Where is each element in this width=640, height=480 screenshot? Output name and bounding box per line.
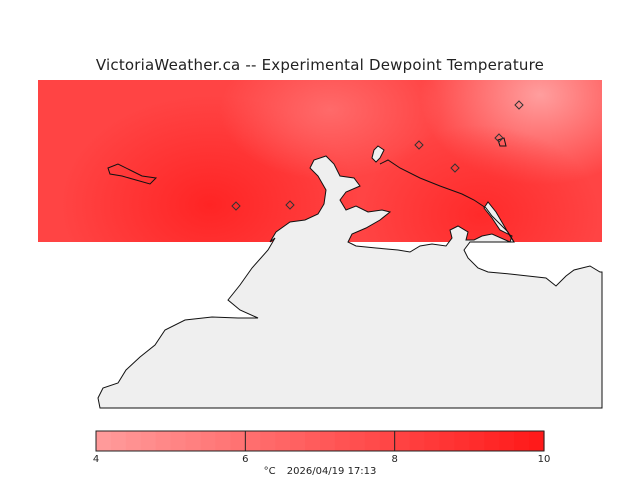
legend-bin: [469, 431, 485, 451]
legend-bin: [185, 431, 202, 451]
land-island-shore: [379, 159, 515, 243]
station-marker: [285, 200, 295, 210]
legend-bin: [230, 431, 246, 451]
legend-tick-label: 6: [242, 454, 249, 465]
legend-caption: °C 2026/04/19 17:13: [0, 466, 640, 477]
legend-colorbar: [95, 430, 545, 452]
legend-bin: [454, 431, 470, 451]
land-peninsula: [371, 145, 385, 163]
legend-tick-label: 10: [537, 454, 551, 465]
legend-bin: [305, 431, 321, 451]
station-marker: [414, 140, 424, 150]
legend-tick-label: 8: [391, 454, 398, 465]
legend-bin: [125, 431, 142, 451]
legend-bin: [424, 431, 441, 451]
station-marker: [494, 133, 504, 143]
legend-bin: [110, 431, 127, 451]
legend-bin: [379, 431, 396, 451]
legend-bin: [364, 431, 381, 451]
legend-bin: [409, 431, 426, 451]
station-marker: [450, 163, 460, 173]
legend-bin: [334, 431, 351, 451]
legend-timestamp: 2026/04/19 17:13: [286, 466, 377, 477]
legend-bin: [275, 431, 291, 451]
land-south: [97, 155, 603, 409]
legend-bin: [245, 431, 261, 451]
island-west: [107, 163, 158, 185]
legend-unit: °C: [263, 466, 276, 477]
station-marker: [514, 100, 524, 110]
station-marker: [231, 201, 241, 211]
legend-bin: [514, 431, 530, 451]
legend-bin: [484, 431, 500, 451]
legend-bin: [290, 431, 306, 451]
legend-bin: [394, 431, 411, 451]
station-markers: [231, 100, 524, 211]
legend-bin: [170, 431, 187, 451]
legend-bin: [529, 431, 545, 451]
legend-tick-label: 4: [92, 454, 100, 465]
legend-bin: [200, 431, 217, 451]
legend-bin: [439, 431, 455, 451]
legend-bin: [140, 431, 157, 451]
legend-bin: [320, 431, 336, 451]
map-title: VictoriaWeather.ca -- Experimental Dewpo…: [95, 56, 545, 74]
legend-bin: [215, 431, 231, 451]
legend-bin: [155, 431, 172, 451]
legend-bin: [260, 431, 276, 451]
legend-bin: [96, 431, 112, 451]
legend-bin: [499, 431, 515, 451]
legend-bin: [349, 431, 366, 451]
